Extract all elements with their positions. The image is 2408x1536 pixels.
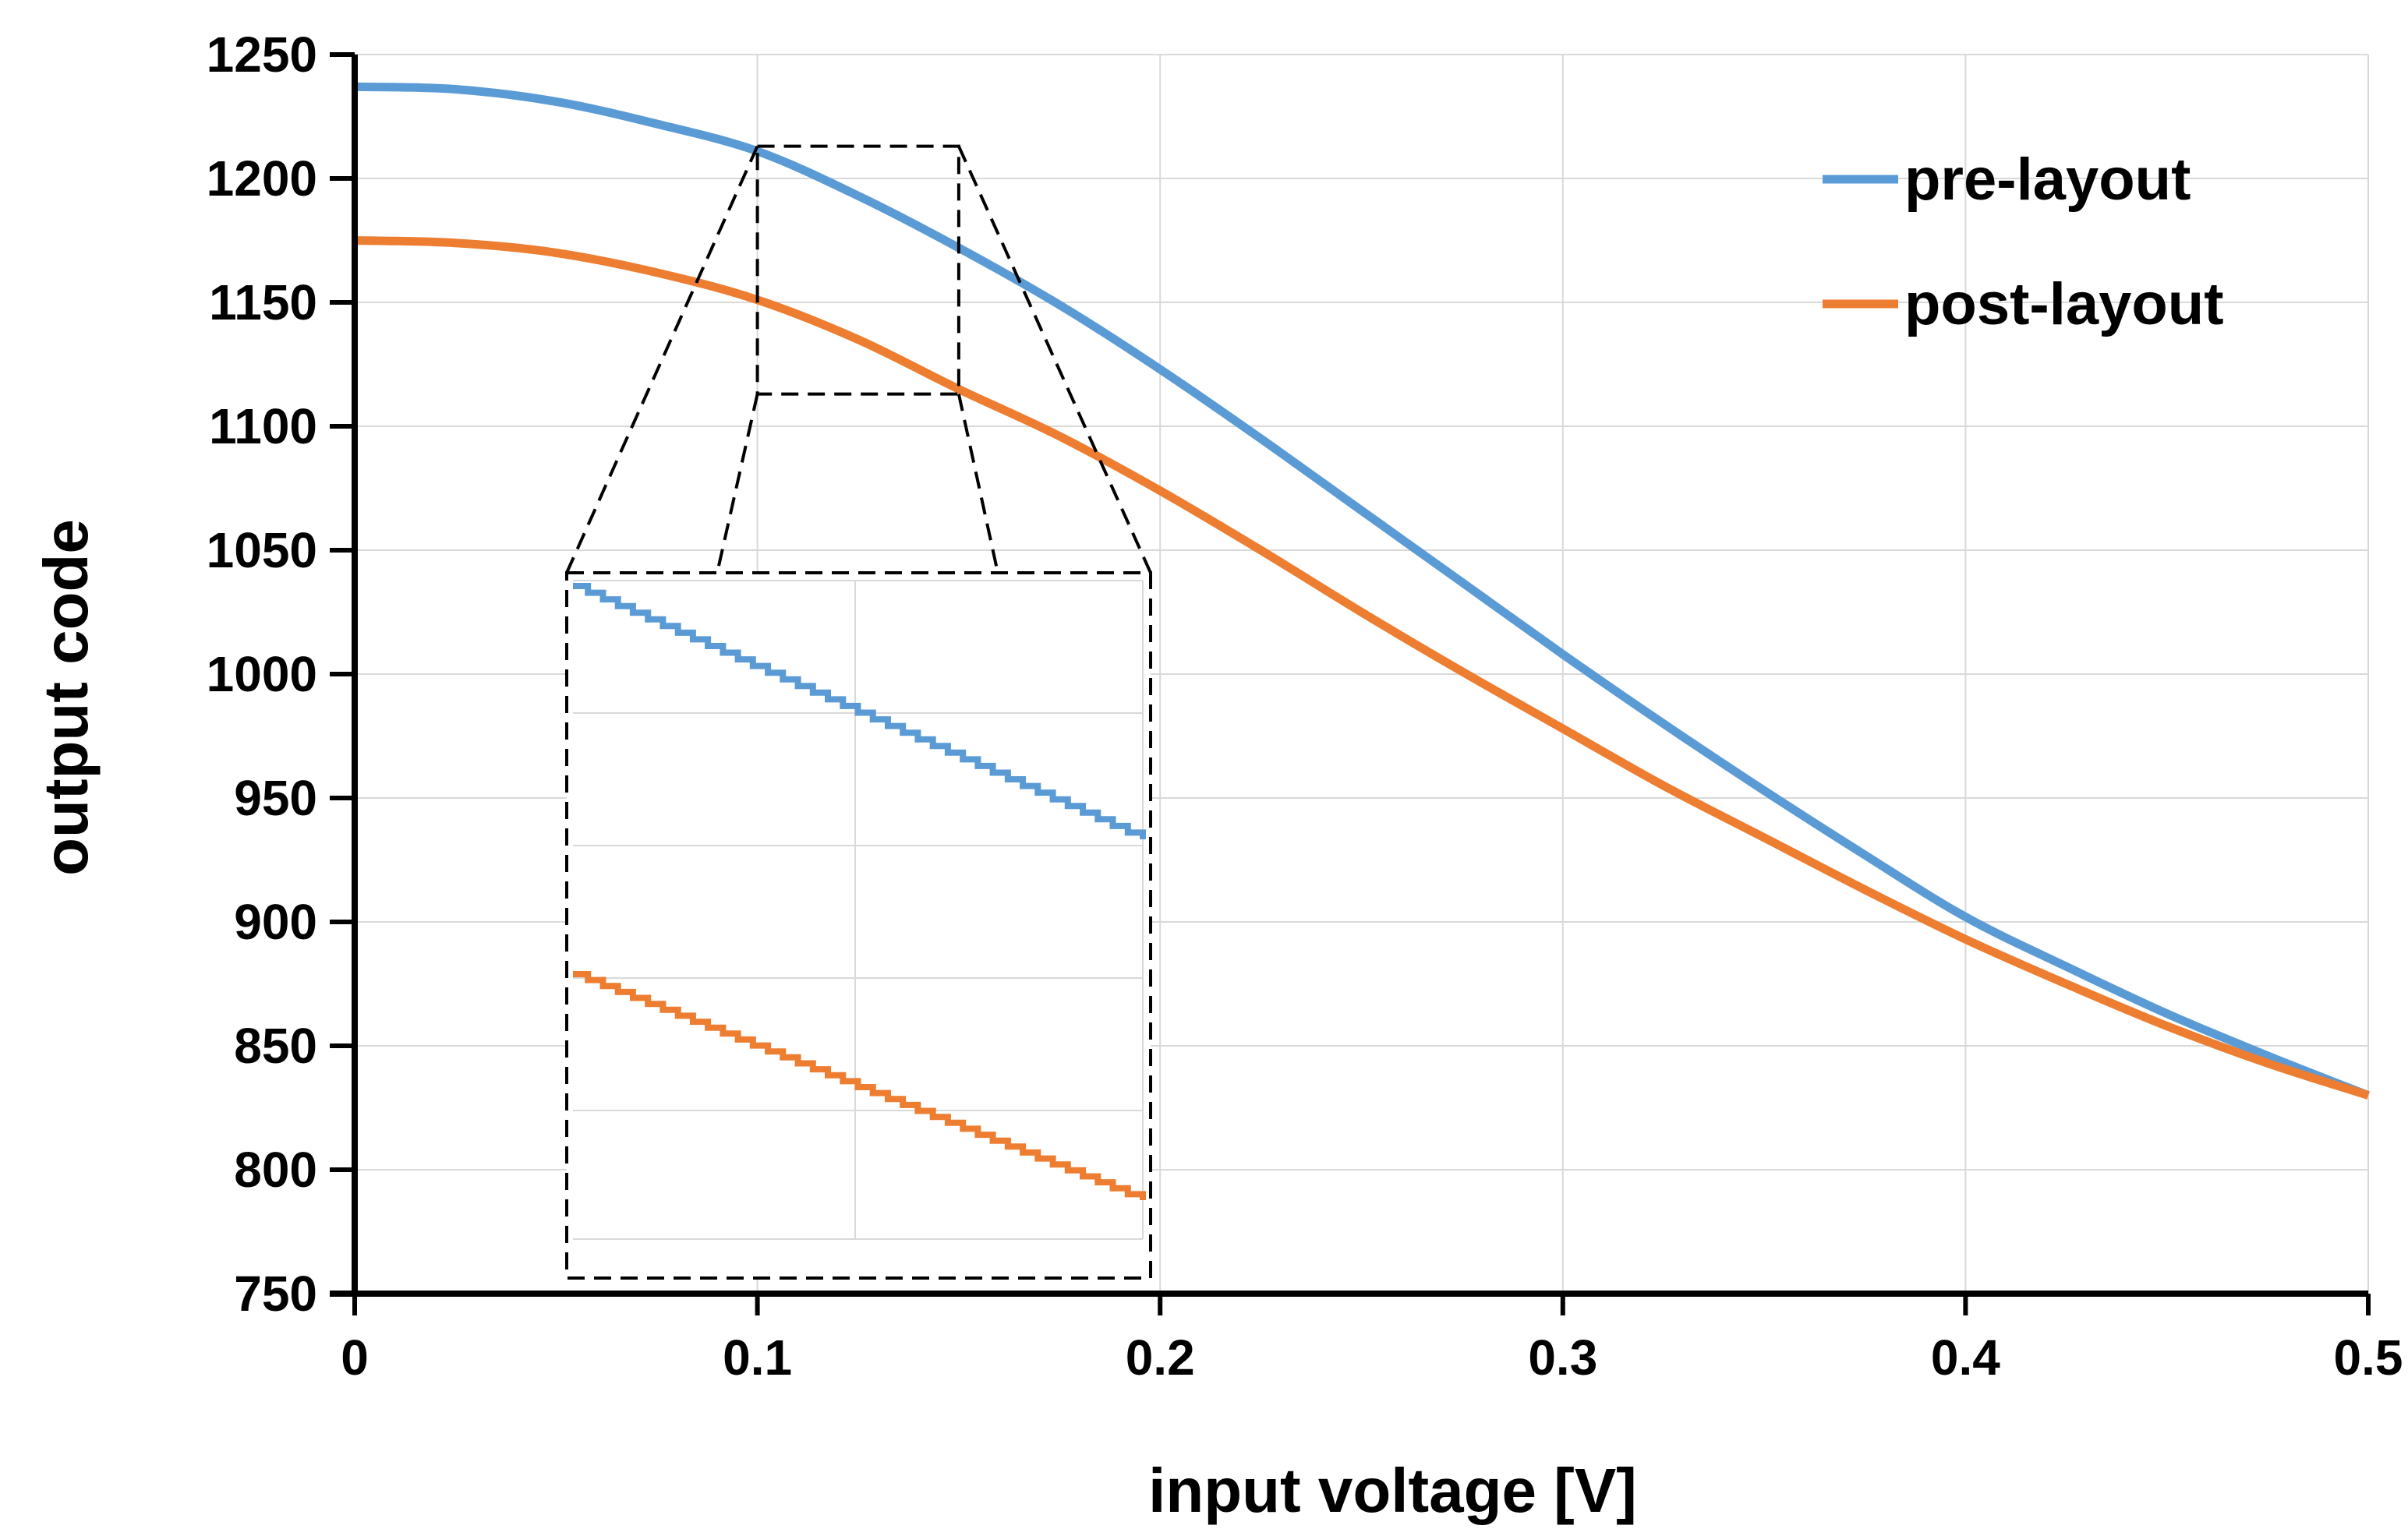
y-tick-label: 950 <box>234 770 317 826</box>
zoom-connector <box>565 145 759 574</box>
legend-label-post-layout: post-layout <box>1904 271 2224 337</box>
series-layer <box>354 82 2371 1100</box>
x-axis-title: input voltage [V] <box>1148 1456 1637 1525</box>
x-tick-label: 0.1 <box>723 1329 792 1386</box>
y-tick-label: 1000 <box>207 646 317 702</box>
y-axis-title: output code <box>31 519 101 876</box>
y-tick-label: 850 <box>234 1018 317 1074</box>
y-tick-label: 1050 <box>207 522 317 578</box>
x-tick-label: 0.5 <box>2334 1329 2403 1386</box>
series-line-pre-layout <box>354 82 2371 1100</box>
inset-background <box>567 573 1151 1278</box>
y-tick-label: 800 <box>234 1142 317 1198</box>
zoom-inset-box <box>565 571 1152 1280</box>
y-tick-label: 1250 <box>207 26 317 83</box>
zoom-source-box <box>755 144 960 396</box>
inset-series-line-post-layout <box>573 971 1146 1200</box>
zoom-connector <box>956 394 999 574</box>
y-tick-label: 750 <box>234 1266 317 1322</box>
zoom-connector <box>716 394 759 574</box>
y-tick-label: 1100 <box>209 398 317 454</box>
y-tick-label: 900 <box>234 894 317 950</box>
x-tick-label: 0.2 <box>1126 1329 1195 1386</box>
zoom-connector <box>957 145 1152 574</box>
x-tick-label: 0.3 <box>1528 1329 1597 1386</box>
series-line-post-layout <box>354 236 2370 1100</box>
legend: pre-layout post-layout <box>1823 147 2224 337</box>
zoom-callout <box>565 144 1152 1280</box>
legend-label-pre-layout: pre-layout <box>1904 147 2191 213</box>
y-tick-label: 1200 <box>207 150 317 207</box>
y-axis-ticks: 750 800 850 900 950 1000 1050 1100 1150 1200 1250 <box>207 26 355 1322</box>
inset-series-line-pre-layout <box>573 583 1146 839</box>
x-axis-ticks: 0 0.1 0.2 0.3 0.4 0.5 <box>341 1294 2403 1386</box>
x-tick-label: 0 <box>341 1329 369 1386</box>
y-tick-label: 1150 <box>209 274 317 330</box>
x-tick-label: 0.4 <box>1931 1329 2000 1386</box>
